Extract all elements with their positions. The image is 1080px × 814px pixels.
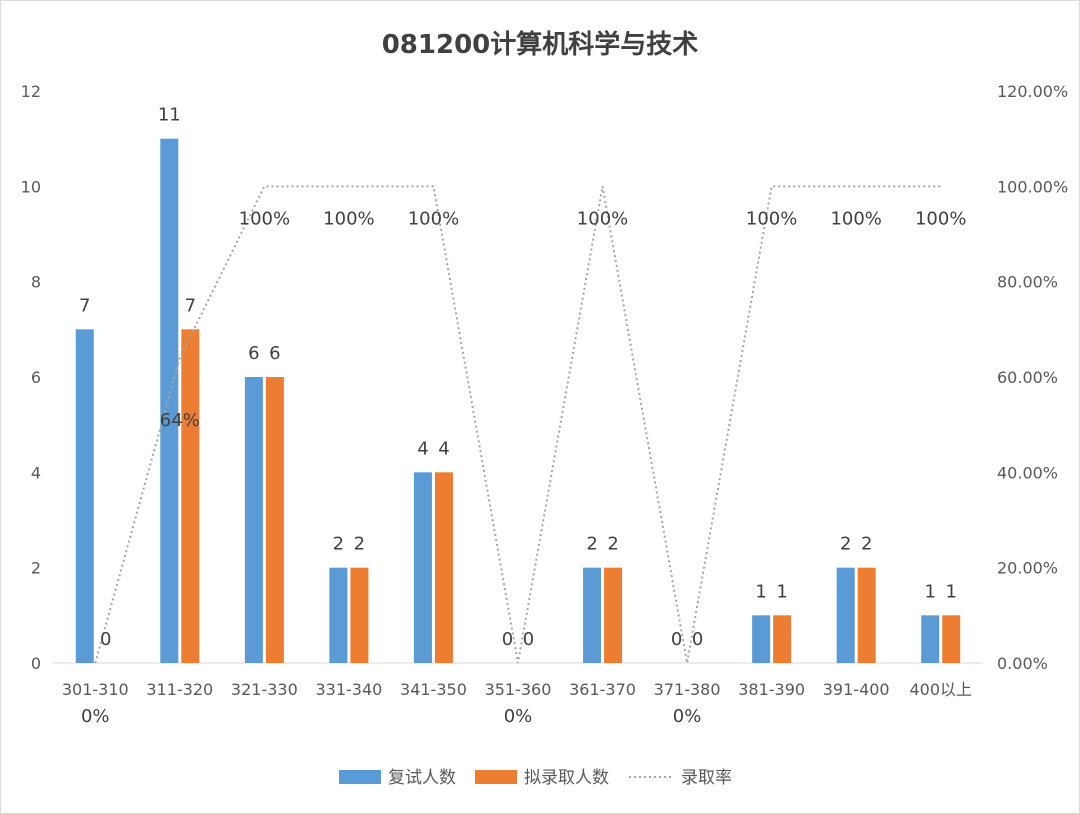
rate-label: 0% <box>504 706 533 727</box>
bar-fushi <box>836 567 855 663</box>
bar-fushi-label: 1 <box>925 581 936 602</box>
bar-fushi-label: 0 <box>502 629 513 650</box>
legend-label-niluqu: 拟录取人数 <box>524 768 609 788</box>
bar-fushi-label: 2 <box>333 534 344 555</box>
rate-labels: 0% 64% 100% 100% 100% 0% 100% 0% 100% 100% 100% <box>81 208 966 727</box>
y-right-tick-label: 120.00% <box>997 82 1068 101</box>
bar-fushi <box>160 138 179 663</box>
y-left-tick-label: 0 <box>31 654 41 673</box>
bar-niluqu <box>604 567 623 663</box>
bar-fushi-label: 4 <box>417 438 428 459</box>
rate-label: 100% <box>915 208 966 229</box>
rate-label: 100% <box>323 208 374 229</box>
x-tick-label: 311-320 <box>146 680 213 699</box>
bar-fushi <box>329 567 348 663</box>
bar-fushi <box>244 377 263 663</box>
bar-fushi-label: 6 <box>248 343 259 364</box>
bar-niluqu <box>857 567 876 663</box>
y-right-tick-label: 40.00% <box>997 463 1058 482</box>
y-left-tick-label: 6 <box>31 368 41 387</box>
legend-label-fushi: 复试人数 <box>388 768 456 788</box>
bar-fushi <box>583 567 602 663</box>
x-tick-label: 371-380 <box>654 680 721 699</box>
bar-fushi <box>75 329 94 663</box>
bar-niluqu-label: 2 <box>354 534 365 555</box>
bar-fushi-label: 11 <box>158 105 181 126</box>
rate-label: 100% <box>239 208 290 229</box>
y-left-tick-label: 10 <box>21 177 41 196</box>
y-left-tick-label: 4 <box>31 463 41 482</box>
bar-niluqu-label: 1 <box>776 581 787 602</box>
y-axis-left: 0 2 4 6 8 10 12 <box>21 82 41 673</box>
x-tick-label: 341-350 <box>400 680 467 699</box>
chart-title: 081200计算机科学与技术 <box>382 29 699 60</box>
y-right-tick-label: 0.00% <box>997 654 1048 673</box>
y-right-tick-label: 80.00% <box>997 273 1058 292</box>
bar-fushi <box>413 472 432 663</box>
bar-fushi-label: 2 <box>586 534 597 555</box>
bar-fushi-label: 1 <box>755 581 766 602</box>
bar-niluqu-label: 4 <box>438 438 449 459</box>
bar-niluqu <box>350 567 369 663</box>
y-right-tick-label: 100.00% <box>997 177 1068 196</box>
rate-label: 100% <box>746 208 797 229</box>
y-axis-right: 0.00% 20.00% 40.00% 60.00% 80.00% 100.00% 120.… <box>997 82 1068 673</box>
bar-niluqu-label: 1 <box>946 581 957 602</box>
bar-niluqu-label: 7 <box>185 295 196 316</box>
rate-label: 0% <box>81 706 110 727</box>
bar-niluqu-label: 6 <box>269 343 280 364</box>
rate-label: 100% <box>577 208 628 229</box>
bar-niluqu-label: 0 <box>100 629 111 650</box>
bars <box>75 138 961 663</box>
bar-niluqu-label: 2 <box>607 534 618 555</box>
x-tick-label: 301-310 <box>62 680 129 699</box>
y-left-tick-label: 12 <box>21 82 41 101</box>
bar-niluqu <box>181 329 200 663</box>
y-left-tick-label: 8 <box>31 273 41 292</box>
rate-series-line <box>94 185 941 664</box>
bar-fushi-label: 0 <box>671 629 682 650</box>
rate-label: 0% <box>673 706 702 727</box>
rate-label: 100% <box>830 208 881 229</box>
x-tick-label: 331-340 <box>315 680 382 699</box>
bar-niluqu-label: 2 <box>861 534 872 555</box>
x-tick-label: 351-360 <box>485 680 552 699</box>
legend-swatch-niluqu <box>475 770 517 784</box>
bar-niluqu-label: 0 <box>523 629 534 650</box>
bar-fushi-label: 2 <box>840 534 851 555</box>
x-tick-label: 400以上 <box>909 680 972 699</box>
y-right-tick-label: 20.00% <box>997 559 1058 578</box>
bar-niluqu <box>265 377 284 663</box>
bar-fushi <box>921 615 940 663</box>
legend: 复试人数 拟录取人数 录取率 <box>339 768 732 788</box>
bar-fushi-label: 7 <box>79 295 90 316</box>
rate-label: 100% <box>408 208 459 229</box>
y-right-tick-label: 60.00% <box>997 368 1058 387</box>
bar-niluqu-label: 0 <box>692 629 703 650</box>
legend-label-rate: 录取率 <box>681 768 732 788</box>
y-left-tick-label: 2 <box>31 559 41 578</box>
x-tick-label: 381-390 <box>738 680 805 699</box>
x-tick-label: 361-370 <box>569 680 636 699</box>
bar-niluqu <box>942 615 961 663</box>
x-axis: 301-310 311-320 321-330 331-340 341-350 351-3… <box>62 680 972 699</box>
bar-fushi <box>752 615 771 663</box>
legend-swatch-fushi <box>339 770 381 784</box>
x-tick-label: 321-330 <box>231 680 298 699</box>
bar-niluqu <box>773 615 792 663</box>
bar-niluqu <box>434 472 453 663</box>
rate-line <box>94 185 941 664</box>
rate-label: 64% <box>160 410 200 431</box>
x-tick-label: 391-400 <box>823 680 890 699</box>
